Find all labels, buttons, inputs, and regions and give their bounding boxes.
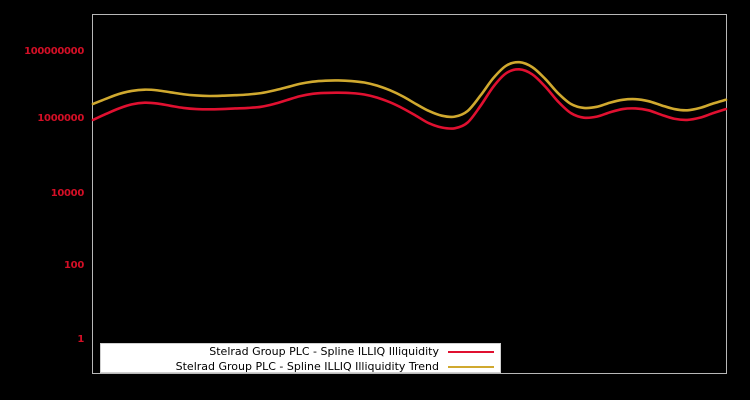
legend-entry-trend[interactable]: Stelrad Group PLC - Spline ILLIQ Illiqui… (101, 359, 500, 374)
plot-area (92, 14, 727, 374)
legend-swatch-trend (448, 365, 494, 368)
ytick-label-1: 1 (77, 334, 84, 345)
legend-entry-illiquidity[interactable]: Stelrad Group PLC - Spline ILLIQ Illiqui… (101, 344, 500, 359)
legend-label-illiquidity: Stelrad Group PLC - Spline ILLIQ Illiqui… (209, 345, 439, 358)
ytick-label-100: 100 (64, 260, 84, 271)
legend-swatch-illiquidity (448, 350, 494, 353)
line-path-trend (91, 60, 728, 119)
series-path-group (91, 60, 728, 130)
ytick-label-10000: 10000 (50, 188, 85, 199)
line-path-illiquidity (91, 68, 728, 130)
legend: Stelrad Group PLC - Spline ILLIQ Illiqui… (100, 343, 501, 373)
ytick-label-100000000: 100000000 (24, 46, 84, 57)
ytick-label-1000000: 1000000 (37, 113, 84, 124)
legend-label-trend: Stelrad Group PLC - Spline ILLIQ Illiqui… (175, 360, 439, 373)
